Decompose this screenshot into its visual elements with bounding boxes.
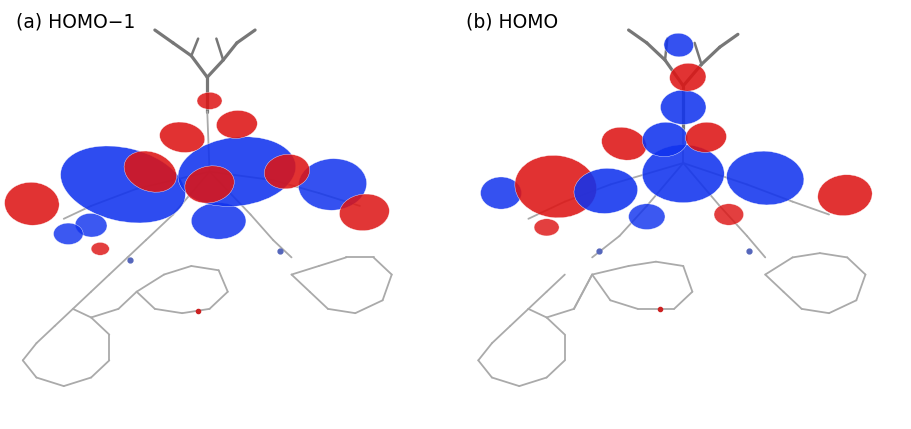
Text: (b) HOMO: (b) HOMO	[466, 12, 558, 31]
Ellipse shape	[574, 168, 638, 214]
Ellipse shape	[191, 202, 246, 239]
Ellipse shape	[197, 92, 222, 109]
Ellipse shape	[534, 219, 559, 236]
Ellipse shape	[664, 33, 693, 57]
Ellipse shape	[76, 213, 107, 237]
Ellipse shape	[54, 223, 83, 245]
Text: (a) HOMO−1: (a) HOMO−1	[16, 12, 136, 31]
Ellipse shape	[217, 110, 257, 139]
Ellipse shape	[124, 151, 177, 192]
Ellipse shape	[264, 154, 310, 189]
Ellipse shape	[515, 155, 597, 218]
Ellipse shape	[629, 204, 665, 230]
Ellipse shape	[714, 204, 743, 225]
Ellipse shape	[60, 146, 186, 223]
Ellipse shape	[159, 122, 205, 153]
Ellipse shape	[660, 90, 706, 124]
Ellipse shape	[340, 194, 389, 231]
Ellipse shape	[299, 159, 366, 210]
Ellipse shape	[5, 182, 59, 225]
Ellipse shape	[91, 242, 109, 255]
Ellipse shape	[601, 127, 647, 160]
Ellipse shape	[178, 137, 296, 206]
Ellipse shape	[727, 151, 804, 205]
Ellipse shape	[642, 145, 724, 203]
Ellipse shape	[642, 122, 688, 157]
Ellipse shape	[818, 175, 872, 216]
Ellipse shape	[670, 63, 706, 91]
Ellipse shape	[481, 177, 521, 209]
Ellipse shape	[185, 166, 234, 203]
Ellipse shape	[686, 122, 726, 152]
